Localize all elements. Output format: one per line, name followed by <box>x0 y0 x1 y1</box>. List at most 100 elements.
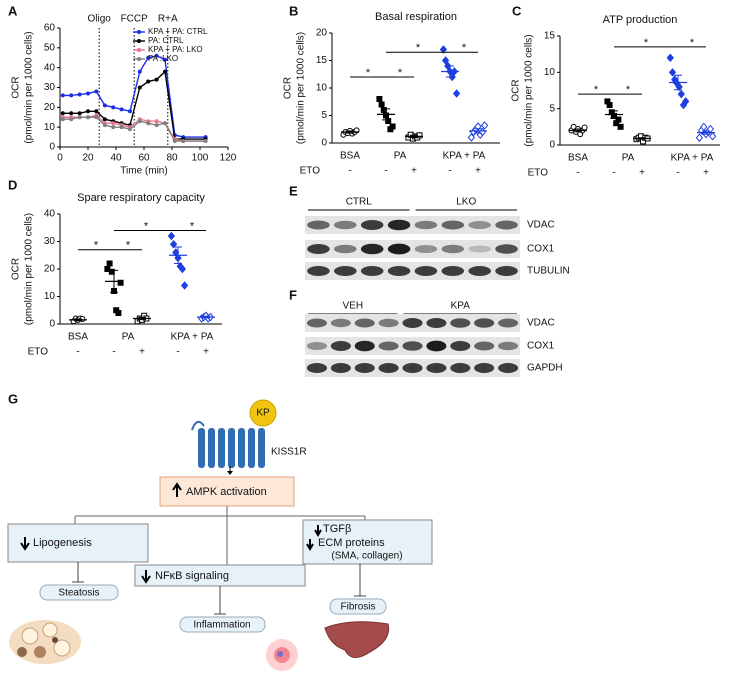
blot-band <box>402 363 423 373</box>
blot-row-label: VDAC <box>527 220 555 231</box>
data-point <box>137 85 142 90</box>
ligand <box>249 399 277 427</box>
data-point <box>695 133 704 143</box>
data-point <box>94 115 99 120</box>
data-point <box>181 139 186 144</box>
blot-band <box>307 220 330 230</box>
data-point <box>146 79 151 84</box>
blot-band <box>378 318 399 328</box>
blot-band <box>387 243 411 255</box>
data-point <box>163 121 167 126</box>
y-tick-label: 30 <box>44 82 56 93</box>
x-tick-label: 40 <box>110 153 122 164</box>
blot-band <box>474 318 495 328</box>
blot-band <box>307 266 330 276</box>
data-point <box>203 139 208 144</box>
data-point <box>154 123 159 128</box>
inflammation-image <box>266 639 298 671</box>
group-label: BSA <box>68 332 88 343</box>
y-tick-label: 0 <box>49 319 55 330</box>
data-point <box>700 122 708 132</box>
error-bar <box>74 318 82 322</box>
blot-band <box>474 341 495 351</box>
data-point <box>441 56 450 65</box>
blot-band <box>426 363 447 373</box>
blot-band <box>360 266 384 276</box>
blot-band <box>468 266 491 276</box>
eto-label: - <box>348 166 351 177</box>
eto-label: - <box>384 166 387 177</box>
y-axis-label: OCR <box>11 76 22 98</box>
data-point <box>94 109 99 114</box>
blot-row-label: VDAC <box>527 318 555 329</box>
data-point <box>111 105 116 110</box>
error-bar <box>638 137 646 140</box>
eto-label: - <box>676 168 679 179</box>
outcome-label: Fibrosis <box>340 602 375 613</box>
data-point <box>102 117 107 122</box>
significance-label: * <box>398 67 403 79</box>
outcome-label: Steatosis <box>58 588 99 599</box>
blot-band <box>426 318 447 328</box>
eto-label: - <box>612 168 615 179</box>
y-tick-label: 40 <box>44 62 56 73</box>
y-tick-label: 60 <box>44 23 56 34</box>
significance-label: * <box>690 37 695 49</box>
data-point <box>167 231 176 241</box>
panel-letter: F <box>289 287 297 302</box>
y-axis-label: OCR <box>11 258 22 280</box>
blot-band <box>414 220 438 230</box>
y-axis-label: (pmol/min per 1000 cells) <box>524 34 535 146</box>
group-label: KPA + PA <box>443 151 486 162</box>
data-point <box>666 53 674 63</box>
error-bar <box>610 110 618 119</box>
error-bar <box>174 246 182 264</box>
legend-label: PA: CTRL <box>148 36 184 45</box>
blot-band <box>354 363 375 373</box>
y-tick-label: 50 <box>44 42 56 53</box>
data-point <box>169 239 178 249</box>
chart-title: ATP production <box>603 14 678 26</box>
blot-band <box>387 219 411 231</box>
x-tick-label: 80 <box>166 153 178 164</box>
group-label: KPA + PA <box>671 153 714 164</box>
significance-label: * <box>94 240 99 252</box>
series-line <box>62 55 206 138</box>
data-point <box>581 124 588 131</box>
effect-label: TGFβ <box>323 523 351 535</box>
blot-band <box>306 363 327 373</box>
y-tick-label: 0 <box>549 140 555 151</box>
blot-band <box>498 341 519 351</box>
panel-letter: G <box>8 391 18 406</box>
blot-strip <box>305 216 520 234</box>
y-tick-label: 20 <box>44 102 56 113</box>
data-point <box>154 119 159 124</box>
blot-band <box>334 220 357 230</box>
data-point <box>385 118 392 124</box>
group-label: KPA + PA <box>171 332 214 343</box>
significance-label: * <box>644 37 649 49</box>
blot-band <box>378 341 399 351</box>
data-point <box>77 115 82 120</box>
data-point <box>102 123 107 128</box>
data-point <box>102 103 107 108</box>
data-point <box>111 125 116 130</box>
annotation: R+A <box>158 14 178 25</box>
data-point <box>708 132 717 141</box>
eto-label: - <box>176 347 179 358</box>
significance-label: * <box>416 42 421 54</box>
data-point <box>180 281 189 290</box>
error-bar <box>474 128 482 134</box>
receptor <box>191 420 265 468</box>
data-point <box>60 93 65 98</box>
blot-band <box>474 363 495 373</box>
effect-label: NFκB signaling <box>155 570 229 582</box>
data-point <box>69 111 74 116</box>
blot-band <box>450 318 471 328</box>
panel-letter: C <box>512 3 522 18</box>
data-point <box>452 89 461 98</box>
error-bar <box>346 130 354 134</box>
x-tick-label: 0 <box>57 153 63 164</box>
data-point <box>86 109 90 114</box>
blot-band <box>495 244 518 254</box>
